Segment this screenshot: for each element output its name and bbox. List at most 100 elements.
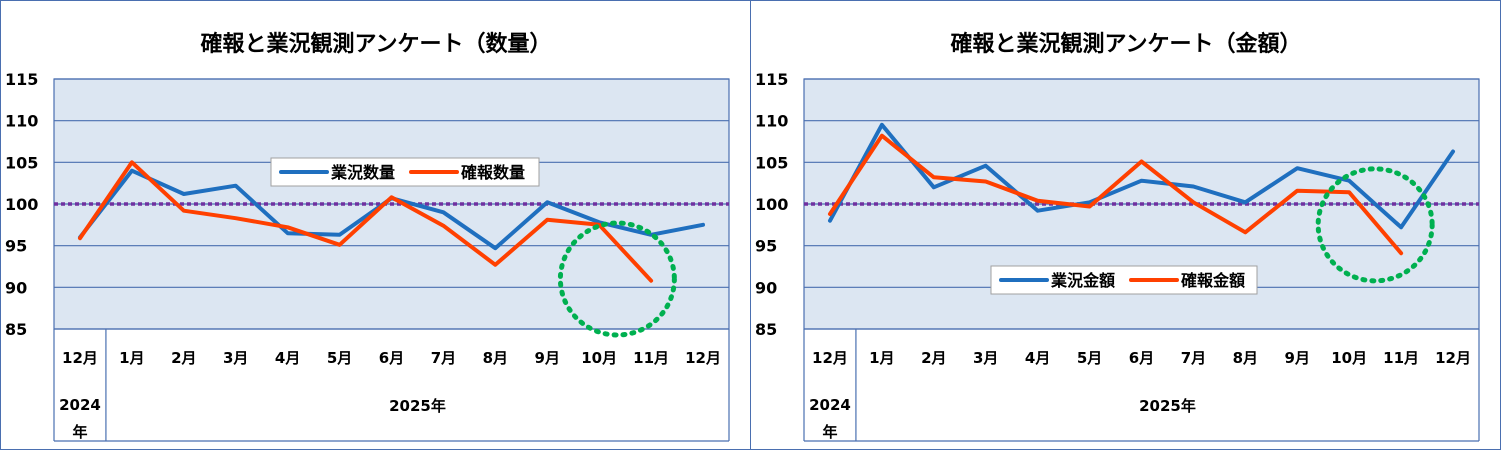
data-point xyxy=(182,192,186,196)
data-point xyxy=(130,160,134,164)
x-tick-label: 12月 xyxy=(1435,349,1471,367)
x-tick-label: 5月 xyxy=(327,349,352,367)
x-tick-label: 6月 xyxy=(379,349,404,367)
data-point xyxy=(493,246,497,250)
x-tick-label: 5月 xyxy=(1077,349,1102,367)
series-line-2 xyxy=(828,133,1404,256)
year-group-label: 年 xyxy=(72,423,87,441)
data-point xyxy=(932,175,936,179)
y-tick-label: 100 xyxy=(755,195,788,214)
legend-label: 業況金額 xyxy=(1050,271,1115,290)
highlight-circle xyxy=(1315,166,1435,284)
y-tick-label: 105 xyxy=(5,153,38,172)
x-tick-label: 11月 xyxy=(1383,349,1419,367)
data-point xyxy=(880,123,884,127)
data-point xyxy=(234,216,238,220)
legend: 業況金額 確報金額 xyxy=(990,265,1258,295)
y-tick-label: 95 xyxy=(5,237,27,256)
data-point xyxy=(130,169,134,173)
data-point xyxy=(701,223,705,227)
legend-box xyxy=(270,157,540,187)
data-point xyxy=(1347,190,1351,194)
data-point xyxy=(880,134,884,138)
data-point xyxy=(984,164,988,168)
data-point xyxy=(182,209,186,213)
legend: 業況数量 確報数量 xyxy=(270,157,540,187)
x-tick-label: 10月 xyxy=(581,349,617,367)
data-point xyxy=(1399,251,1403,255)
x-tick-label: 6月 xyxy=(1129,349,1154,367)
data-point xyxy=(545,200,549,204)
legend-label: 確報金額 xyxy=(1181,271,1245,290)
data-point xyxy=(932,185,936,189)
data-point xyxy=(337,243,342,247)
data-point xyxy=(286,231,290,235)
chart-amount: 確報と業況観測アンケート（金額） 85 90 95 100 105 110 115 12月 1月 2… xyxy=(755,31,1480,442)
data-point xyxy=(1087,200,1092,204)
legend-label: 確報数量 xyxy=(461,163,525,182)
x-tick-label: 12月 xyxy=(685,349,721,367)
data-point xyxy=(493,263,497,267)
x-tick-label: 8月 xyxy=(1233,349,1258,367)
data-point xyxy=(984,179,988,184)
data-point xyxy=(389,195,394,199)
x-tick-label: 11月 xyxy=(633,349,669,367)
x-tick-label: 9月 xyxy=(1285,349,1310,367)
data-point xyxy=(1191,184,1196,189)
data-point xyxy=(828,212,832,216)
x-tick-label: 10月 xyxy=(1331,349,1367,367)
data-point xyxy=(1451,149,1455,154)
x-tick-label: 7月 xyxy=(431,349,456,367)
data-point xyxy=(1295,189,1299,193)
series-line-2 xyxy=(78,160,654,283)
data-point xyxy=(828,219,832,223)
highlight-circle xyxy=(557,220,677,338)
data-point xyxy=(1347,179,1351,183)
x-tick-label: 3月 xyxy=(223,349,248,367)
x-tick-label: 7月 xyxy=(1181,349,1206,367)
chart-quantity: 確報と業況観測アンケート（数量） 85 90 95 100 105 110 115 12月 1月 2… xyxy=(5,31,730,442)
x-tick-label: 9月 xyxy=(535,349,560,367)
y-tick-label: 85 xyxy=(755,320,777,339)
data-point xyxy=(1295,166,1299,170)
y-tick-label: 115 xyxy=(755,70,788,89)
chart-panel-amount: 確報と業況観測アンケート（金額） 85 90 95 100 105 110 115 12月 1月 2… xyxy=(750,0,1501,450)
y-tick-label: 100 xyxy=(5,195,38,214)
y-tick-label: 110 xyxy=(755,112,788,131)
data-point xyxy=(441,224,446,228)
x-tick-label: 2月 xyxy=(171,349,196,367)
year-group-label: 2025年 xyxy=(389,397,446,415)
data-point xyxy=(1243,230,1247,234)
data-point xyxy=(1399,225,1403,229)
year-group-label: 年 xyxy=(822,423,837,441)
data-point xyxy=(1087,204,1092,209)
y-tick-label: 90 xyxy=(5,278,27,297)
y-tick-label: 105 xyxy=(755,153,788,172)
data-point xyxy=(1139,179,1144,183)
chart-panel-quantity: 確報と業況観測アンケート（数量） 85 90 95 100 105 110 115 12月 1月 2… xyxy=(0,0,751,450)
data-point xyxy=(1191,200,1196,204)
x-tick-label: 1月 xyxy=(119,349,144,367)
year-group-label: 2025年 xyxy=(1139,397,1196,415)
y-tick-label: 110 xyxy=(5,112,38,131)
x-tick-label: 8月 xyxy=(483,349,508,367)
x-tick-label: 12月 xyxy=(62,349,98,367)
data-point xyxy=(1036,209,1040,213)
x-tick-label: 12月 xyxy=(812,349,848,367)
x-tick-label: 1月 xyxy=(869,349,894,367)
x-tick-label: 2月 xyxy=(921,349,946,367)
data-point xyxy=(441,210,446,214)
legend-label: 業況数量 xyxy=(330,163,395,182)
year-group-label: 2024 xyxy=(809,396,851,414)
data-point xyxy=(545,218,549,222)
data-point xyxy=(78,236,82,240)
y-tick-label: 85 xyxy=(5,320,27,339)
data-point xyxy=(1036,199,1040,203)
data-point xyxy=(649,279,653,283)
y-tick-label: 115 xyxy=(5,70,38,89)
chart-title: 確報と業況観測アンケート（数量） xyxy=(200,31,551,57)
x-tick-label: 4月 xyxy=(275,349,300,367)
data-point xyxy=(1243,200,1247,204)
chart-title: 確報と業況観測アンケート（金額） xyxy=(950,31,1301,57)
